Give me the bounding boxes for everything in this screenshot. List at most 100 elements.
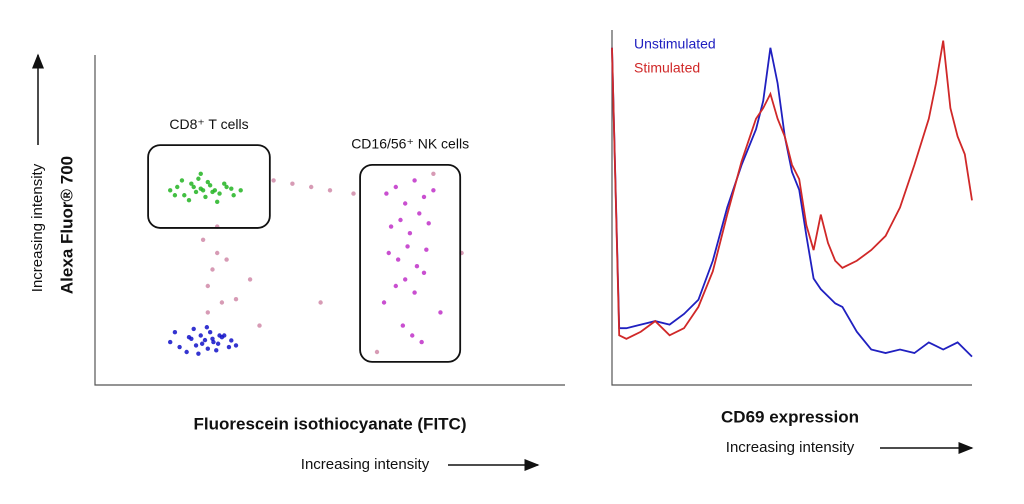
axes	[94, 55, 565, 386]
legend-label: Unstimulated	[634, 36, 716, 52]
dot	[271, 178, 276, 183]
dot	[172, 330, 178, 335]
dot	[217, 333, 222, 338]
dot	[186, 198, 192, 203]
dot	[405, 244, 410, 249]
dot	[381, 300, 387, 305]
x-axis-label: CD69 expression	[721, 407, 859, 426]
dot	[388, 224, 394, 229]
dot	[179, 178, 185, 183]
dot	[257, 323, 262, 328]
dot	[205, 346, 210, 351]
dot	[414, 264, 420, 269]
dot	[205, 179, 210, 185]
dot	[189, 336, 194, 341]
gate-label: CD8⁺ T cells	[169, 116, 248, 132]
dot	[198, 171, 203, 176]
dot	[431, 171, 436, 176]
dot	[204, 325, 210, 330]
dot	[224, 257, 229, 262]
dot	[210, 336, 215, 341]
dot	[290, 181, 295, 186]
dot	[207, 183, 213, 188]
dot	[309, 184, 314, 190]
dot	[200, 188, 206, 193]
x-axis-note: Increasing intensity	[726, 439, 855, 456]
dot	[172, 193, 178, 198]
dot	[412, 178, 417, 183]
dot	[168, 188, 173, 193]
dot	[222, 181, 227, 186]
dot	[177, 344, 182, 350]
dot	[210, 267, 215, 272]
dot	[214, 348, 219, 353]
dot	[191, 184, 196, 190]
dot	[211, 339, 216, 345]
x-axis-note: Increasing intensity	[301, 456, 430, 473]
dot	[224, 184, 229, 190]
dot	[407, 231, 413, 236]
dot	[233, 297, 239, 302]
dot	[202, 337, 208, 343]
dot	[203, 194, 208, 200]
dot	[421, 270, 427, 275]
dot	[412, 290, 417, 295]
dot	[175, 184, 180, 190]
dot	[196, 351, 201, 356]
dot	[193, 343, 199, 348]
dot	[384, 191, 389, 196]
dot	[419, 339, 424, 345]
dot	[233, 343, 239, 348]
legend-label: Stimulated	[634, 60, 700, 76]
dot	[205, 310, 210, 315]
axes	[611, 30, 972, 386]
dot	[215, 250, 220, 256]
dot	[229, 338, 234, 343]
dot	[247, 277, 253, 282]
dot	[207, 330, 213, 335]
dot	[217, 191, 222, 196]
dot	[318, 300, 323, 305]
dot	[403, 201, 408, 206]
dot	[400, 323, 406, 328]
dot	[193, 189, 199, 195]
dot	[417, 211, 422, 216]
dot	[398, 217, 403, 223]
line	[611, 40, 973, 340]
dot	[200, 237, 206, 242]
dot	[410, 333, 415, 338]
dot	[327, 188, 333, 193]
y-axis-label: Alexa Fluor® 700	[57, 156, 76, 294]
dot	[196, 176, 201, 181]
dot	[438, 310, 443, 315]
dot	[374, 349, 380, 355]
dot	[189, 181, 194, 186]
dot	[431, 188, 436, 193]
dot	[210, 189, 215, 195]
y-axis-note: Increasing intensity	[29, 163, 46, 292]
dot	[426, 221, 431, 226]
dot	[219, 300, 225, 305]
dot	[393, 184, 398, 190]
dot	[184, 349, 189, 355]
dot	[226, 344, 232, 350]
dot	[351, 191, 356, 196]
dot	[393, 283, 398, 289]
gate-label: CD16/56⁺ NK cells	[351, 136, 469, 152]
dot	[168, 339, 173, 345]
dot	[231, 193, 236, 198]
gate	[359, 163, 462, 363]
dot	[198, 333, 203, 338]
line	[611, 47, 973, 358]
dot	[191, 326, 196, 332]
dot	[386, 250, 391, 256]
dot	[421, 194, 427, 200]
x-axis-label: Fluorescein isothiocyanate (FITC)	[194, 414, 467, 433]
dot	[229, 186, 234, 191]
dot	[205, 283, 210, 289]
gate	[147, 144, 271, 229]
dot	[199, 341, 205, 346]
dot	[182, 193, 187, 198]
